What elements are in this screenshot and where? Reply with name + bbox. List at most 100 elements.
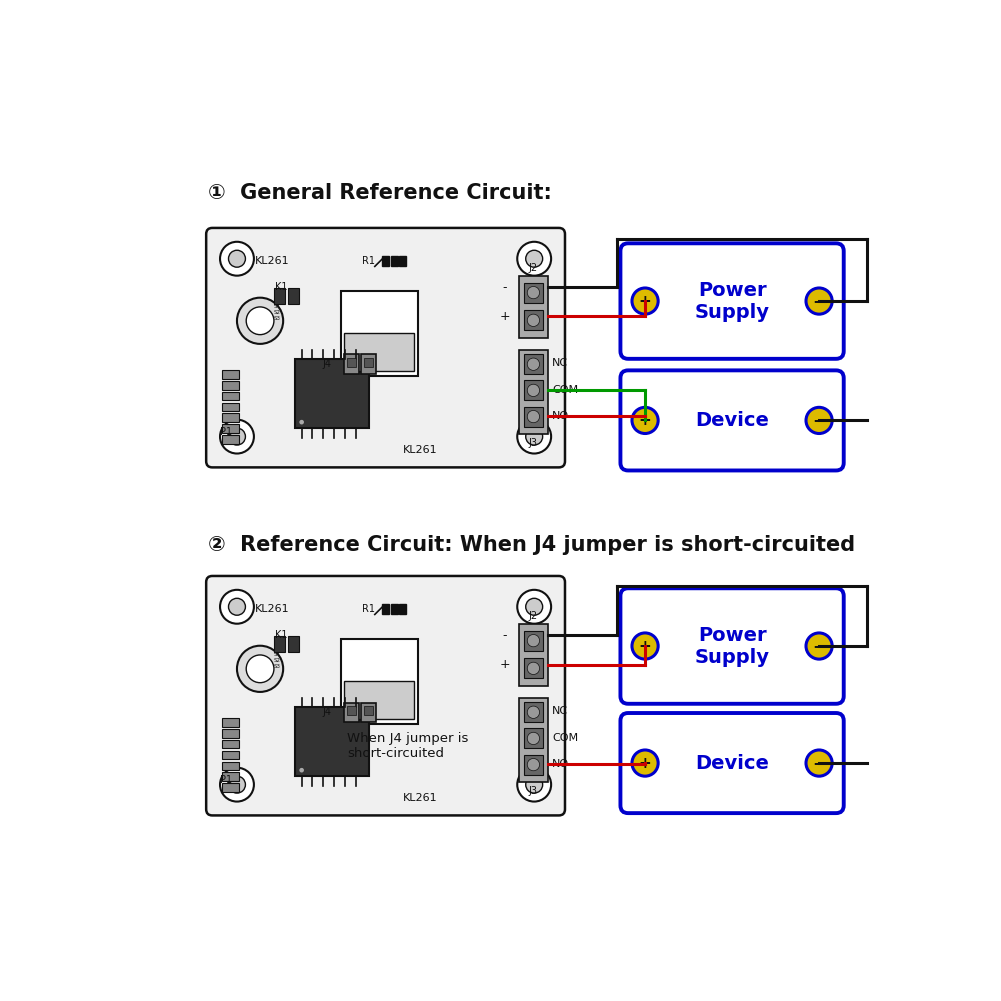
Bar [391, 604, 398, 615]
FancyBboxPatch shape [206, 576, 565, 816]
Text: +: + [639, 293, 652, 308]
Bar [288, 637, 298, 652]
Bar [221, 413, 238, 422]
Circle shape [528, 635, 540, 647]
Circle shape [806, 750, 832, 776]
Bar [364, 706, 373, 715]
Text: S1
S2
S3: S1 S2 S3 [274, 304, 281, 321]
Text: When J4 jumper is
short-circuited: When J4 jumper is short-circuited [347, 733, 468, 761]
Bar [525, 703, 543, 723]
Circle shape [220, 768, 254, 802]
Bar [221, 392, 238, 400]
Circle shape [299, 768, 304, 773]
Circle shape [528, 706, 540, 719]
Text: -: - [503, 629, 508, 642]
Circle shape [220, 242, 254, 275]
Bar [340, 639, 417, 724]
Circle shape [632, 750, 659, 776]
Circle shape [220, 419, 254, 453]
Circle shape [228, 776, 245, 793]
Bar [221, 751, 238, 759]
Text: NC: NC [552, 358, 568, 368]
Circle shape [632, 633, 659, 659]
Text: COM: COM [552, 384, 578, 394]
Bar [519, 625, 549, 686]
Circle shape [518, 242, 552, 275]
Bar [519, 276, 549, 338]
Bar [221, 435, 238, 443]
Bar [391, 255, 398, 266]
Circle shape [526, 776, 543, 793]
Text: K1: K1 [275, 281, 288, 291]
Text: J3: J3 [529, 786, 538, 796]
Bar [221, 773, 238, 781]
Bar [347, 357, 356, 366]
Bar [295, 359, 368, 428]
Bar [343, 333, 414, 371]
FancyBboxPatch shape [621, 243, 844, 358]
Circle shape [806, 633, 832, 659]
Bar [221, 783, 238, 792]
Circle shape [246, 307, 274, 334]
Bar [288, 288, 298, 304]
Bar [525, 631, 543, 651]
Text: KL261: KL261 [254, 255, 289, 265]
Circle shape [528, 410, 540, 422]
Text: ①  General Reference Circuit:: ① General Reference Circuit: [208, 183, 553, 203]
Circle shape [246, 655, 274, 683]
Circle shape [228, 428, 245, 445]
Bar [221, 381, 238, 389]
FancyBboxPatch shape [206, 228, 565, 467]
Text: R1: R1 [361, 256, 374, 266]
Text: Device: Device [695, 411, 769, 429]
Circle shape [528, 384, 540, 396]
Circle shape [237, 297, 283, 344]
Bar [525, 310, 543, 330]
Text: KL261: KL261 [403, 445, 437, 455]
Text: R1: R1 [361, 604, 374, 614]
Bar [525, 729, 543, 749]
Bar [343, 682, 414, 720]
Bar [340, 291, 417, 375]
Bar [525, 380, 543, 400]
Circle shape [228, 599, 245, 616]
Text: COM: COM [552, 733, 578, 743]
Circle shape [528, 358, 540, 370]
Text: NC: NC [552, 707, 568, 717]
Text: J4: J4 [322, 707, 331, 717]
Circle shape [806, 288, 832, 314]
Text: ②  Reference Circuit: When J4 jumper is short-circuited: ② Reference Circuit: When J4 jumper is s… [208, 536, 856, 556]
Bar [221, 370, 238, 378]
Text: −: − [812, 411, 826, 429]
Text: −: − [812, 292, 826, 310]
Bar [221, 402, 238, 411]
Bar [399, 604, 406, 615]
Circle shape [518, 768, 552, 802]
Circle shape [526, 599, 543, 616]
Bar [361, 703, 376, 722]
Text: NO: NO [552, 410, 569, 420]
FancyBboxPatch shape [621, 589, 844, 704]
Text: J2: J2 [529, 262, 538, 272]
Bar [221, 719, 238, 727]
Circle shape [220, 590, 254, 624]
Bar [274, 637, 284, 652]
Text: P1: P1 [220, 775, 232, 785]
Bar [221, 424, 238, 432]
Text: +: + [639, 756, 652, 771]
Text: J3: J3 [529, 438, 538, 448]
FancyBboxPatch shape [621, 370, 844, 470]
Text: KL261: KL261 [254, 604, 289, 614]
Circle shape [526, 250, 543, 267]
Bar [344, 354, 359, 373]
Bar [519, 698, 549, 783]
Bar [295, 707, 368, 777]
Text: Power
Supply: Power Supply [695, 626, 770, 667]
Text: +: + [639, 639, 652, 654]
Bar [525, 354, 543, 374]
Bar [525, 659, 543, 679]
Circle shape [518, 590, 552, 624]
Circle shape [528, 663, 540, 675]
Text: +: + [639, 413, 652, 427]
Text: −: − [812, 754, 826, 772]
